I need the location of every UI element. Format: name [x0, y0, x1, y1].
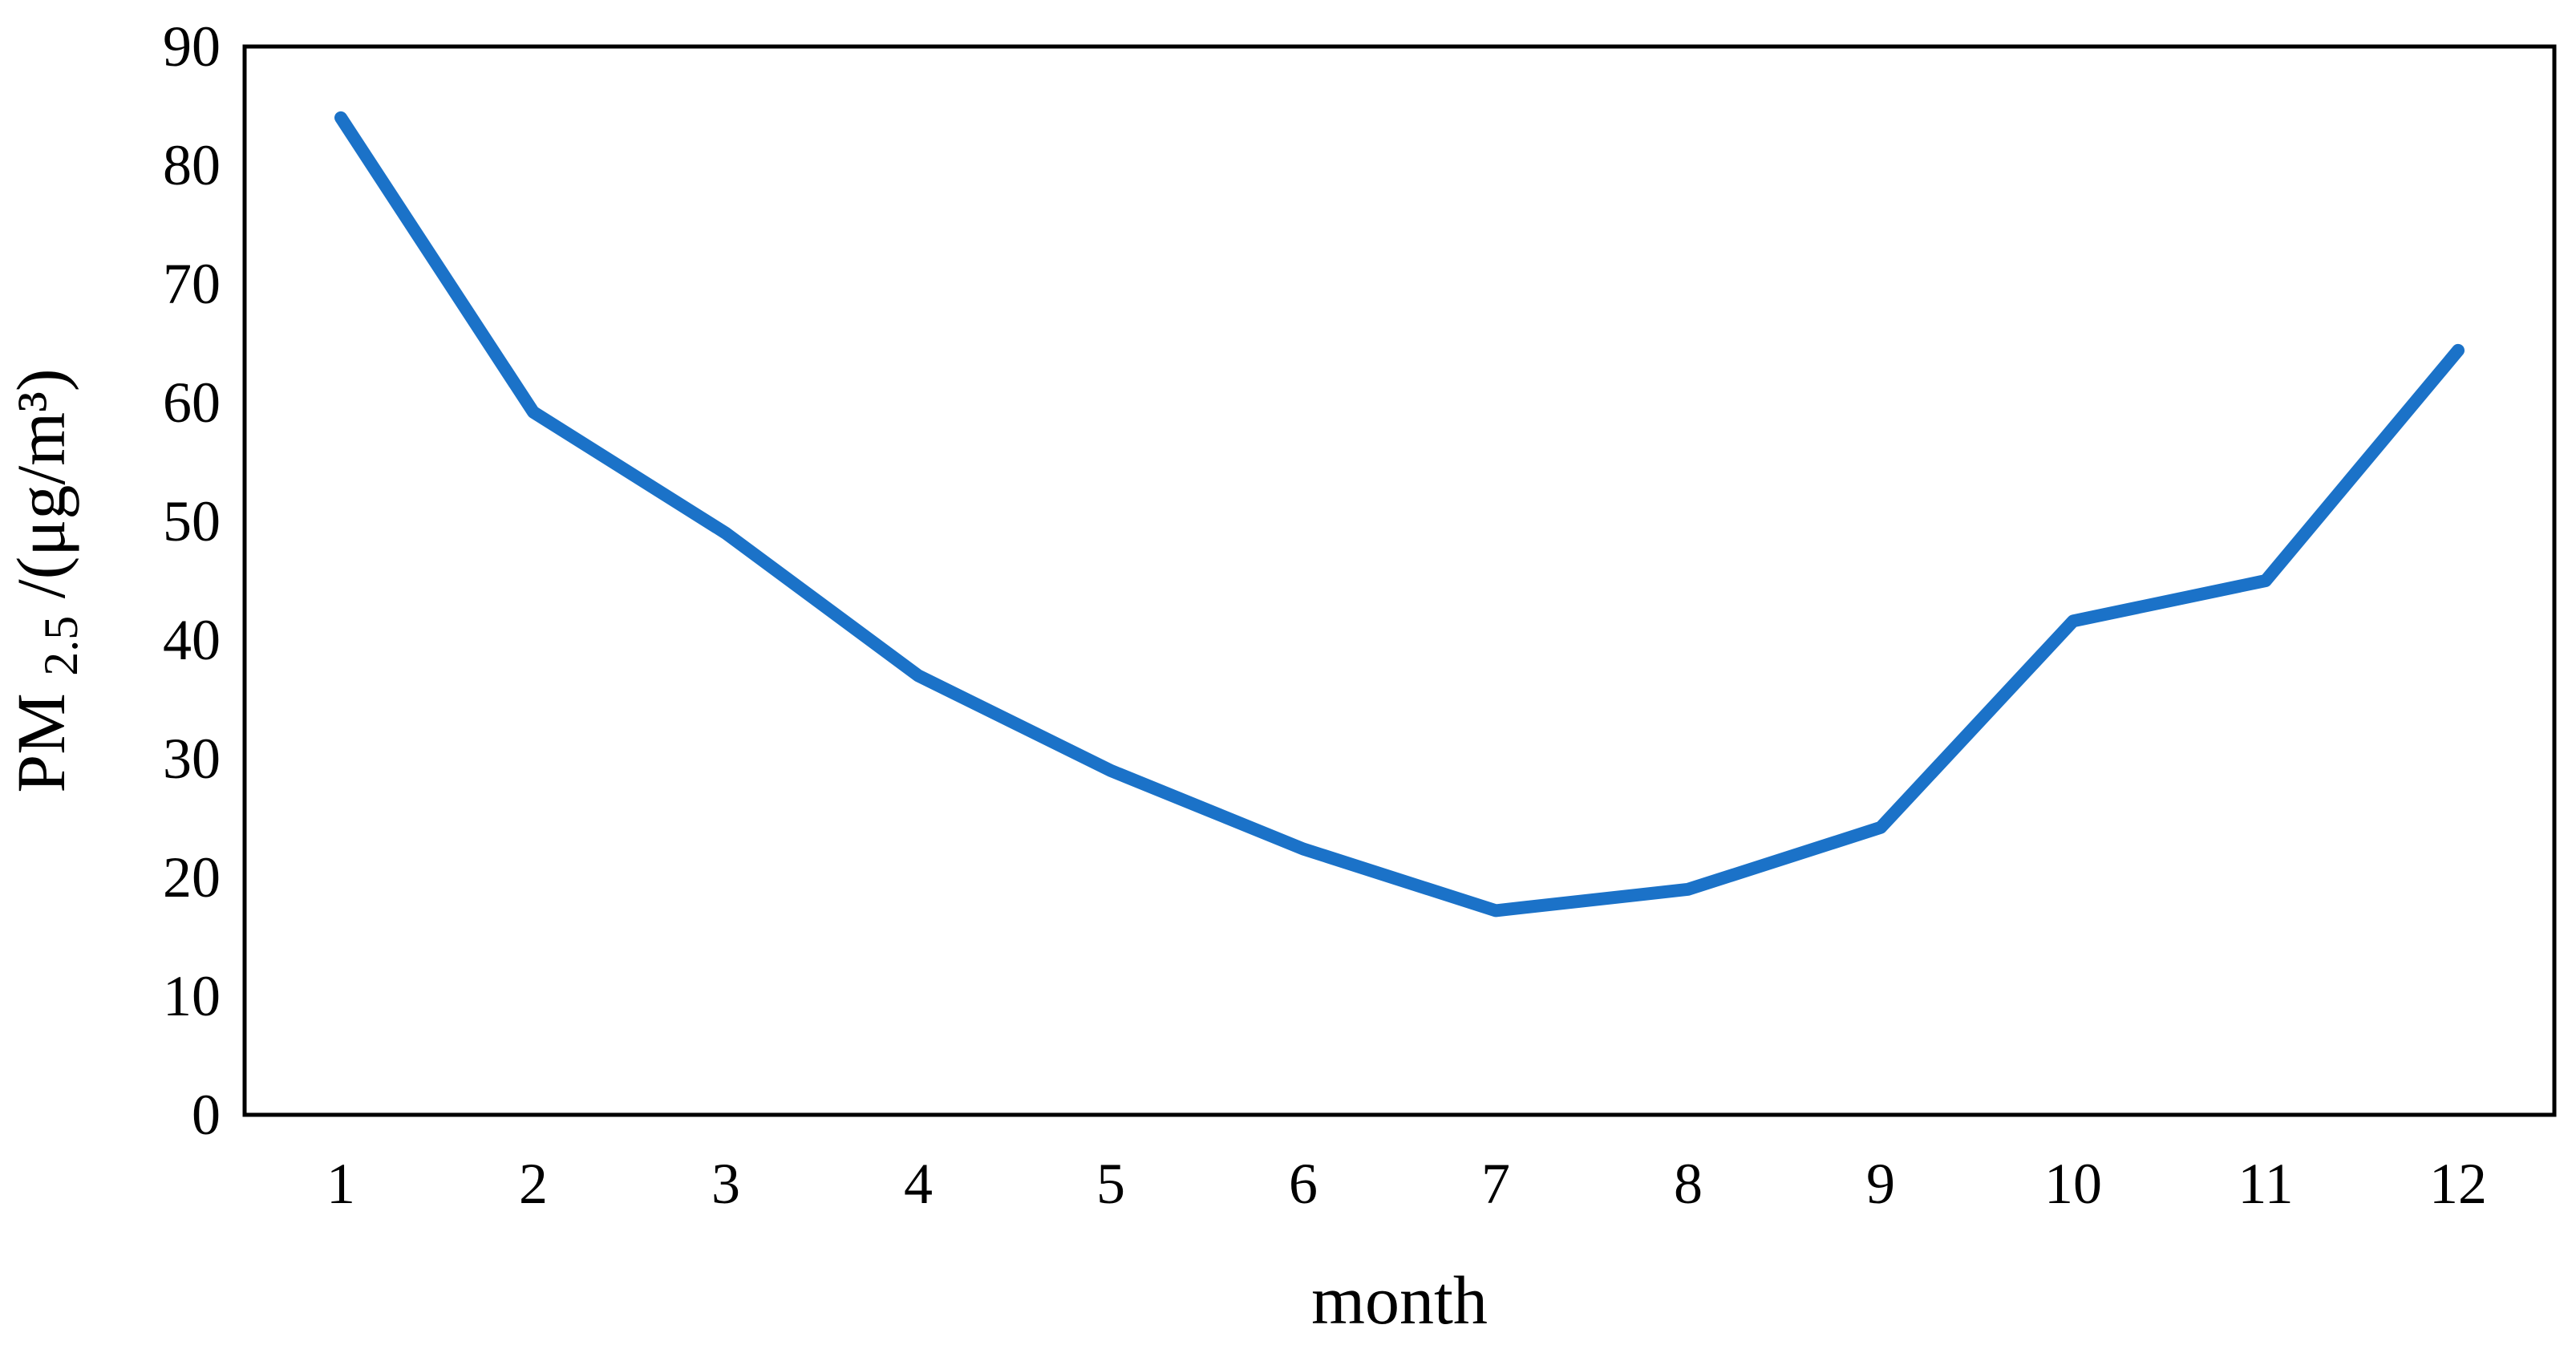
y-axis-title-suffix: /(μg/m³) [2, 368, 79, 598]
data-point [338, 115, 343, 120]
y-tick-label: 40 [163, 608, 221, 672]
data-point [916, 673, 921, 679]
y-tick-label: 0 [192, 1083, 221, 1147]
data-point [1686, 886, 1691, 892]
data-point [1108, 768, 1113, 773]
y-axis-tick-labels: 0 10 20 30 40 50 60 70 80 90 [163, 14, 221, 1147]
x-tick-label: 5 [1096, 1152, 1125, 1216]
data-point [1301, 846, 1306, 852]
series-line [334, 111, 2465, 918]
data-point [1493, 908, 1498, 914]
x-tick-label: 1 [326, 1152, 355, 1216]
x-tick-label: 12 [2429, 1152, 2487, 1216]
x-tick-label: 8 [1674, 1152, 1703, 1216]
x-tick-label: 3 [711, 1152, 740, 1216]
y-tick-label: 20 [163, 845, 221, 909]
y-axis-title: PM 2.5 /(μg/m³) [2, 368, 92, 792]
y-tick-label: 70 [163, 252, 221, 316]
x-tick-label: 6 [1289, 1152, 1318, 1216]
x-tick-label: 11 [2238, 1152, 2293, 1216]
x-tick-label: 4 [904, 1152, 933, 1216]
y-axis-title-prefix: PM [2, 693, 79, 792]
data-point [723, 530, 728, 536]
x-tick-label: 10 [2044, 1152, 2102, 1216]
x-tick-label: 2 [519, 1152, 548, 1216]
y-tick-label: 90 [163, 14, 221, 79]
x-axis-tick-labels: 1 2 3 4 5 6 7 8 9 10 11 12 [326, 1152, 2487, 1216]
y-tick-label: 30 [163, 727, 221, 791]
data-point [1878, 824, 1883, 830]
x-tick-label: 7 [1481, 1152, 1510, 1216]
data-point [2456, 347, 2461, 353]
plot-area-frame [242, 44, 2557, 1117]
y-tick-label: 80 [163, 133, 221, 197]
y-tick-label: 60 [163, 371, 221, 435]
y-axis-title-subscript: 2.5 [34, 616, 87, 676]
data-point [2071, 618, 2076, 624]
data-point [531, 409, 536, 415]
x-axis-title: month [1311, 1262, 1488, 1339]
x-tick-label: 9 [1866, 1152, 1895, 1216]
y-tick-label: 10 [163, 964, 221, 1028]
series-layer [334, 111, 2465, 918]
data-point [2263, 578, 2268, 583]
y-tick-label: 50 [163, 489, 221, 553]
